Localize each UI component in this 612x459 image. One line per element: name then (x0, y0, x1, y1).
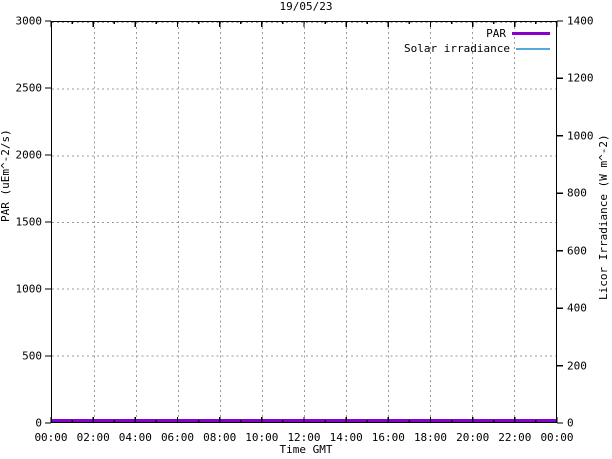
y-axis-right-tick-label: 600 (567, 244, 587, 258)
x-axis-tick-label: 16:00 (371, 431, 405, 444)
x-axis-tick-label: 12:00 (287, 431, 321, 444)
x-axis-title: Time GMT (279, 443, 333, 456)
y-axis-left-tick-label: 3000 (15, 14, 43, 28)
data-series-layer (52, 419, 556, 422)
x-axis-tick-label: 06:00 (160, 431, 195, 444)
y-axis-left-tick-label: 0 (35, 416, 42, 430)
x-axis-tick-label: 20:00 (456, 431, 490, 444)
chart-title: 19/05/23 (279, 0, 333, 13)
legend: PAR Solar irradiance (404, 26, 550, 56)
legend-swatch-par (512, 32, 550, 35)
x-axis-tick-label: 00:00 (34, 431, 68, 444)
legend-label-par: PAR (486, 27, 506, 40)
y-axis-right-tick-label: 400 (567, 301, 587, 315)
y-axis-right-title: Licor Irradiance (W m^-2) (597, 134, 610, 300)
y-axis-left-tick-label: 1500 (15, 215, 43, 229)
x-axis-tick-label: 08:00 (203, 431, 237, 444)
y-axis-left-tick-label: 2500 (15, 81, 43, 95)
x-axis-tick-label: 02:00 (76, 431, 110, 444)
x-axis-tick-label: 14:00 (329, 431, 363, 444)
y-axis-right-tick-label: 1000 (567, 129, 594, 143)
legend-item-solar-irradiance: Solar irradiance (404, 41, 550, 56)
x-axis-tick-label: 22:00 (498, 431, 532, 444)
plot-area (51, 21, 557, 423)
legend-label-solar-irradiance: Solar irradiance (404, 42, 510, 55)
y-axis-right-tick-label: 0 (567, 416, 574, 430)
y-axis-right-tick-label: 200 (567, 359, 587, 373)
y-axis-left-tick-label: 1000 (15, 282, 43, 296)
x-axis-tick-label: 10:00 (245, 431, 279, 444)
x-axis-tick-label: 04:00 (118, 431, 152, 444)
y-axis-left-tick-label: 2000 (15, 148, 43, 162)
x-axis-tick-label: 00:00 (540, 431, 574, 444)
y-axis-right-tick-label: 1400 (567, 14, 594, 28)
y-axis-left-title: PAR (uEm^-2/s) (0, 129, 12, 222)
y-axis-left-tick-label: 500 (22, 349, 42, 363)
legend-swatch-solar-irradiance (515, 47, 550, 50)
y-axis-right-tick-label: 800 (567, 186, 587, 200)
x-axis-tick-label: 18:00 (413, 431, 448, 444)
gridlines (52, 22, 556, 422)
legend-item-par: PAR (404, 26, 550, 41)
y-axis-right-tick-label: 1200 (567, 71, 594, 85)
